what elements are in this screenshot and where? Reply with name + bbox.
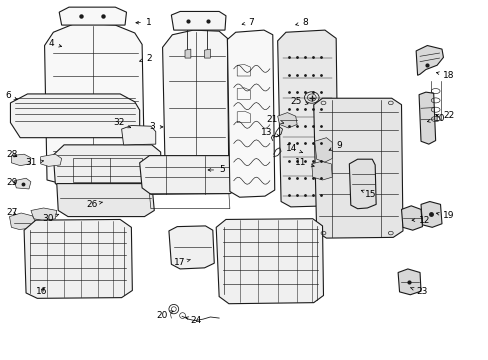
Text: 26: 26 [86, 200, 102, 209]
Text: 6: 6 [5, 91, 17, 100]
Polygon shape [122, 126, 156, 145]
Text: 14: 14 [285, 144, 302, 153]
Text: 4: 4 [48, 39, 61, 48]
Text: 31: 31 [26, 158, 43, 167]
Text: 13: 13 [261, 128, 279, 137]
Text: 23: 23 [410, 287, 427, 296]
Polygon shape [204, 49, 210, 58]
Text: 22: 22 [435, 111, 454, 120]
Text: 9: 9 [328, 141, 341, 150]
Text: 7: 7 [242, 18, 254, 27]
Polygon shape [277, 113, 297, 128]
Polygon shape [418, 92, 435, 144]
Text: 24: 24 [185, 316, 201, 325]
Text: 3: 3 [149, 122, 163, 131]
Text: 16: 16 [36, 287, 47, 296]
Text: 21: 21 [266, 115, 283, 124]
Text: 29: 29 [6, 178, 18, 187]
Text: 1: 1 [136, 18, 151, 27]
Polygon shape [415, 45, 443, 75]
Polygon shape [184, 49, 190, 58]
Polygon shape [11, 154, 31, 166]
Polygon shape [59, 7, 126, 25]
Text: 20: 20 [156, 311, 173, 320]
Polygon shape [168, 226, 214, 269]
Polygon shape [53, 145, 161, 189]
Polygon shape [227, 30, 274, 197]
Polygon shape [24, 220, 132, 298]
Text: 27: 27 [6, 208, 18, 217]
Text: 11: 11 [295, 158, 314, 167]
Text: 32: 32 [113, 118, 130, 128]
Text: 2: 2 [140, 54, 151, 63]
Text: 12: 12 [411, 216, 429, 225]
Polygon shape [31, 208, 57, 221]
Polygon shape [216, 219, 323, 304]
Text: 19: 19 [435, 211, 454, 220]
Polygon shape [171, 12, 225, 30]
Polygon shape [277, 30, 337, 207]
Text: 17: 17 [173, 258, 190, 267]
Polygon shape [401, 206, 422, 230]
Polygon shape [44, 23, 144, 183]
Polygon shape [41, 154, 61, 166]
Text: 18: 18 [435, 71, 454, 80]
Polygon shape [10, 94, 140, 138]
Text: 5: 5 [207, 166, 224, 175]
Text: 30: 30 [42, 214, 59, 223]
Polygon shape [397, 269, 420, 295]
Polygon shape [57, 184, 154, 217]
Polygon shape [420, 202, 441, 227]
Text: 28: 28 [6, 150, 18, 159]
Polygon shape [348, 159, 375, 209]
Text: 15: 15 [361, 190, 376, 199]
Polygon shape [14, 178, 31, 189]
Polygon shape [140, 156, 240, 194]
Polygon shape [311, 161, 331, 180]
Polygon shape [313, 98, 402, 238]
Text: 8: 8 [295, 18, 307, 27]
Text: 25: 25 [290, 96, 307, 105]
Polygon shape [9, 213, 36, 229]
Text: 10: 10 [427, 114, 444, 123]
Polygon shape [314, 138, 331, 162]
Polygon shape [162, 30, 228, 192]
